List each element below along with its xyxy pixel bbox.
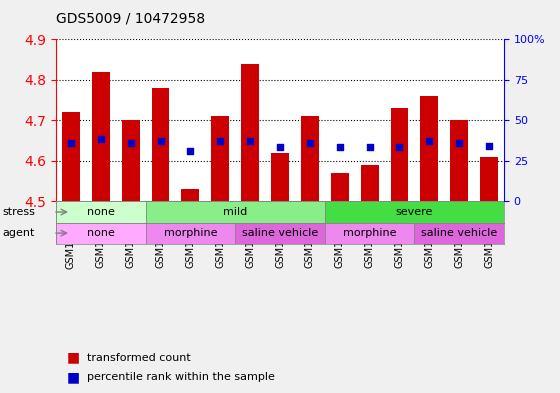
Text: saline vehicle: saline vehicle <box>242 228 318 238</box>
Bar <box>181 189 199 202</box>
Bar <box>62 112 80 202</box>
Text: severe: severe <box>396 207 433 217</box>
Point <box>365 143 374 150</box>
Bar <box>421 96 438 202</box>
Point <box>305 140 314 146</box>
Bar <box>92 72 110 202</box>
Text: morphine: morphine <box>164 228 217 238</box>
Point <box>455 140 464 146</box>
Text: saline vehicle: saline vehicle <box>421 228 497 238</box>
Text: morphine: morphine <box>343 228 396 238</box>
Point <box>96 136 105 142</box>
Bar <box>241 64 259 202</box>
Point <box>276 143 284 150</box>
Bar <box>122 120 139 202</box>
Point <box>395 143 404 150</box>
Text: ■: ■ <box>67 351 80 365</box>
Point <box>156 138 165 145</box>
Point <box>216 138 225 145</box>
Bar <box>450 120 468 202</box>
Text: agent: agent <box>3 228 35 238</box>
FancyBboxPatch shape <box>414 222 504 244</box>
Point <box>126 140 135 146</box>
Bar <box>211 116 229 202</box>
Bar <box>271 153 289 202</box>
Point <box>484 143 493 149</box>
Text: mild: mild <box>223 207 248 217</box>
Bar <box>480 157 498 202</box>
FancyBboxPatch shape <box>56 202 146 222</box>
Point <box>186 148 195 154</box>
Text: none: none <box>87 228 115 238</box>
FancyBboxPatch shape <box>235 222 325 244</box>
Point <box>67 140 76 146</box>
Text: percentile rank within the sample: percentile rank within the sample <box>87 372 274 382</box>
Point <box>246 138 255 144</box>
FancyBboxPatch shape <box>325 222 414 244</box>
Text: none: none <box>87 207 115 217</box>
Bar <box>361 165 379 202</box>
Text: ■: ■ <box>67 370 80 384</box>
Text: transformed count: transformed count <box>87 353 190 363</box>
Point <box>335 143 344 150</box>
Bar <box>390 108 408 202</box>
Point <box>425 138 434 144</box>
Text: GDS5009 / 10472958: GDS5009 / 10472958 <box>56 11 205 26</box>
Bar <box>301 116 319 202</box>
FancyBboxPatch shape <box>146 222 235 244</box>
FancyBboxPatch shape <box>146 202 325 222</box>
Text: stress: stress <box>3 207 36 217</box>
FancyBboxPatch shape <box>56 222 146 244</box>
Bar <box>152 88 170 202</box>
Bar <box>331 173 349 202</box>
FancyBboxPatch shape <box>325 202 504 222</box>
